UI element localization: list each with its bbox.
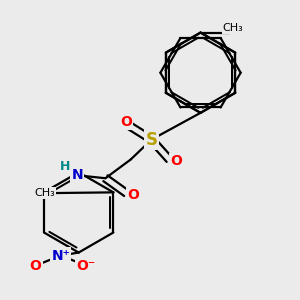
Text: N: N	[71, 168, 83, 182]
Text: O⁻: O⁻	[76, 259, 96, 273]
Text: CH₃: CH₃	[223, 23, 244, 33]
Text: O: O	[127, 188, 139, 202]
Text: H: H	[60, 160, 70, 173]
Text: O: O	[170, 154, 182, 168]
Text: O: O	[30, 259, 41, 273]
Text: S: S	[146, 130, 158, 148]
Text: CH₃: CH₃	[34, 188, 55, 198]
Text: O: O	[120, 116, 132, 129]
Text: N⁺: N⁺	[51, 248, 70, 262]
